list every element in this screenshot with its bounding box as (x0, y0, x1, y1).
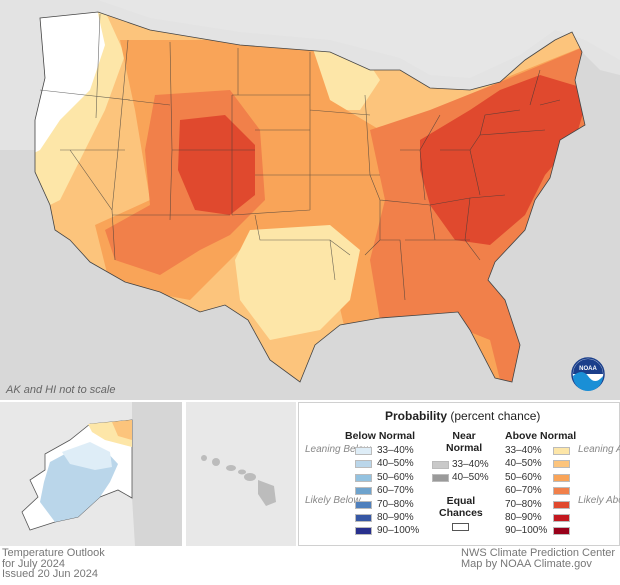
leaning-below-label: Leaning Below (305, 444, 371, 455)
above-label: 60–70% (505, 485, 542, 497)
below-swatch (355, 473, 372, 482)
above-swatch (553, 487, 570, 496)
below-label: 90–100% (377, 525, 420, 537)
footer-left: Temperature Outlook for July 2024 Issued… (2, 547, 105, 580)
above-label: 80–90% (505, 512, 542, 523)
below-swatch (355, 514, 372, 522)
conus-temperature-map: NOAA (0, 0, 620, 400)
legend: Probability (percent chance) Below Norma… (298, 402, 620, 546)
above-swatch (553, 527, 570, 536)
equal-chances-label: Equal Chances (439, 495, 483, 519)
leaning-above-label: Leaning Above (578, 444, 620, 455)
near-label: 33–40% (452, 459, 489, 470)
likely-above-label: Likely Above (578, 495, 620, 506)
noaa-logo: NOAA (571, 357, 605, 391)
above-label: 40–50% (505, 458, 542, 470)
below-normal-header: Below Normal (345, 430, 416, 442)
below-swatch (355, 527, 372, 536)
below-swatch (355, 460, 372, 469)
likely-below-label: Likely Below (305, 495, 361, 506)
footer-right: NWS Climate Prediction Center Map by NOA… (461, 547, 616, 570)
near-swatch (432, 461, 449, 469)
below-label: 80–90% (377, 512, 414, 523)
above-swatch (553, 514, 570, 522)
below-label: 60–70% (377, 485, 414, 497)
hawaii-inset (186, 402, 296, 546)
near-swatch (432, 474, 449, 483)
legend-title: Probability (percent chance) (385, 409, 541, 423)
canada (0, 0, 620, 78)
above-swatch (553, 473, 570, 482)
near-label: 40–50% (452, 472, 489, 484)
above-normal-header: Above Normal (505, 430, 577, 442)
svg-text:NOAA: NOAA (579, 366, 597, 372)
below-swatch (355, 487, 372, 496)
below-label: 33–40% (377, 445, 414, 456)
alaska-inset (0, 402, 182, 546)
near-normal-header: Near Normal (446, 430, 483, 454)
below-label: 50–60% (377, 471, 414, 483)
above-swatch (553, 500, 570, 509)
above-label: 70–80% (505, 498, 542, 510)
above-swatch (553, 460, 570, 469)
below-swatch (355, 500, 372, 509)
below-label: 40–50% (377, 458, 414, 470)
above-label: 33–40% (505, 445, 542, 456)
state-borders (39, 13, 561, 301)
below-swatch (355, 447, 372, 455)
below-label: 70–80% (377, 498, 414, 510)
above-label: 50–60% (505, 471, 542, 483)
above-swatch (553, 447, 570, 455)
equal-chances-swatch (452, 523, 469, 531)
scale-note: AK and HI not to scale (6, 384, 116, 396)
ocean (0, 52, 620, 400)
us-outline (34, 11, 586, 383)
above-label: 90–100% (505, 525, 548, 537)
